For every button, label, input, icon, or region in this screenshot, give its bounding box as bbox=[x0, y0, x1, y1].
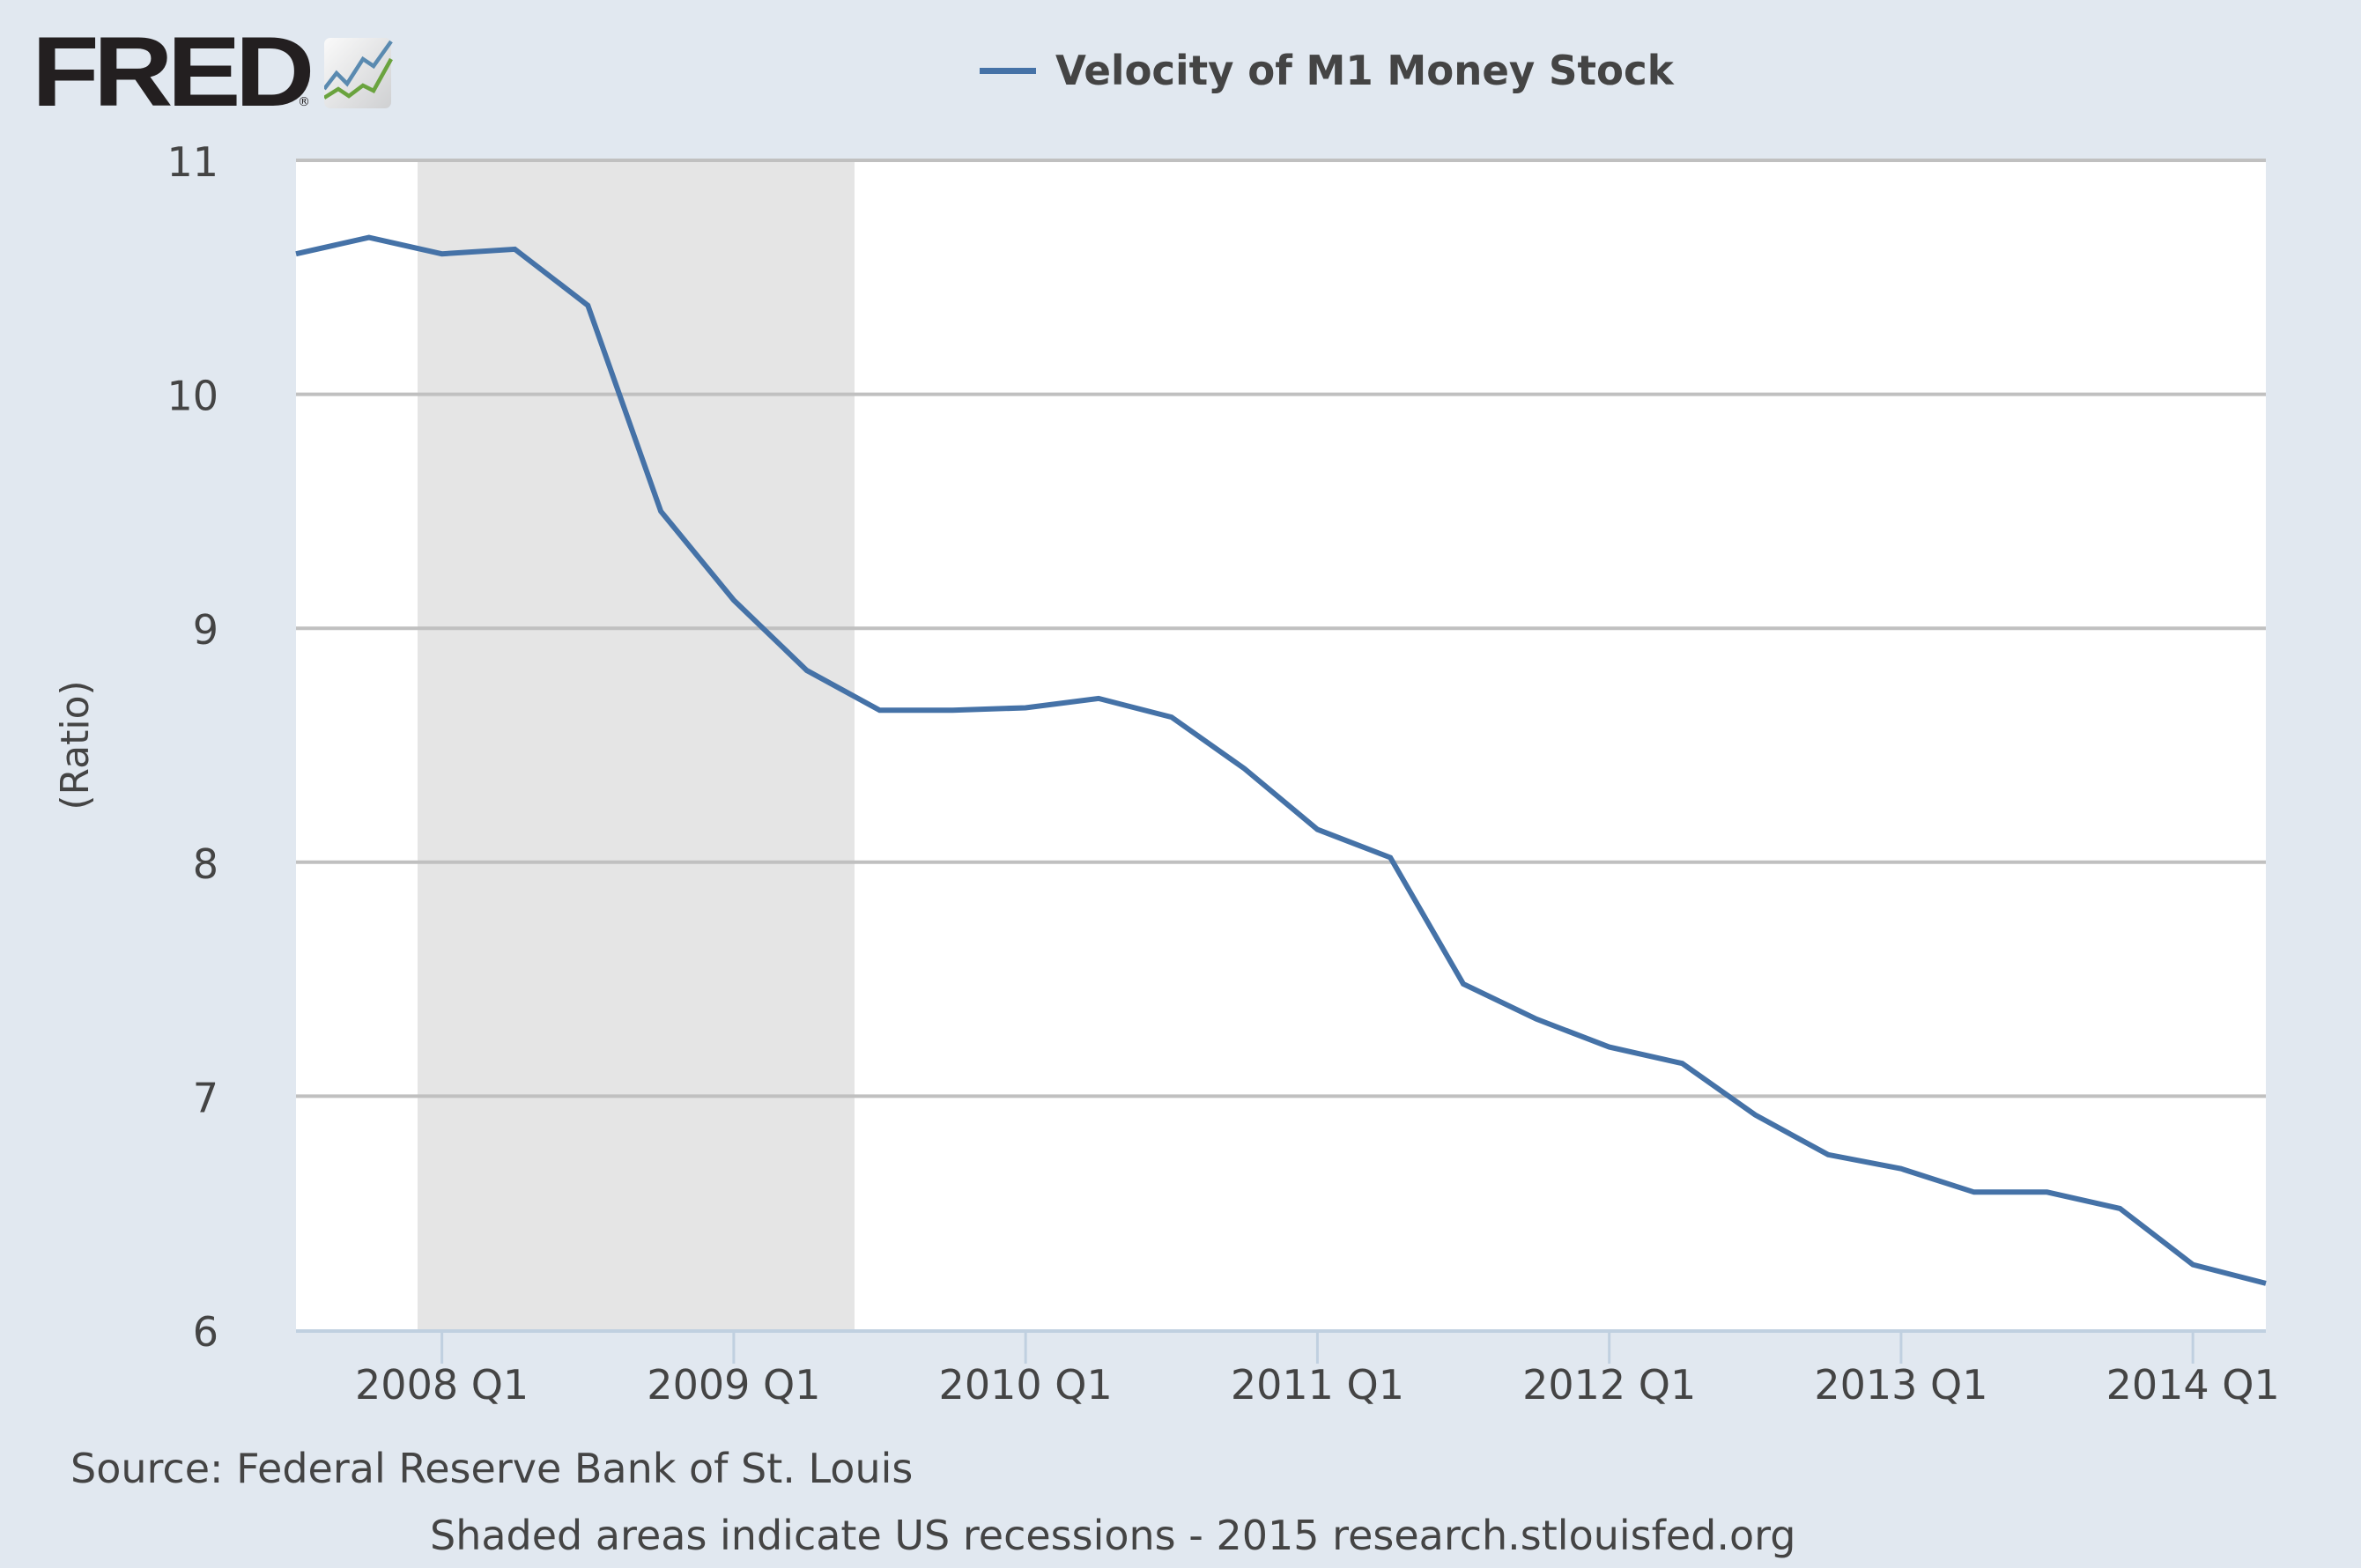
recession-shade bbox=[418, 160, 855, 1330]
y-axis-ticks: 6 7 8 9 10 11 bbox=[167, 138, 218, 1356]
chart-line-icon bbox=[324, 38, 393, 108]
x-tick-label: 2011 Q1 bbox=[1231, 1361, 1404, 1409]
x-tick-label: 2009 Q1 bbox=[647, 1361, 820, 1409]
legend-label: Velocity of M1 Money Stock bbox=[1055, 47, 1674, 94]
y-tick-label: 7 bbox=[193, 1074, 218, 1121]
source-text: Source: Federal Reserve Bank of St. Loui… bbox=[70, 1445, 914, 1492]
y-axis-label: (Ratio) bbox=[53, 680, 98, 810]
y-tick-label: 11 bbox=[167, 138, 218, 186]
y-tick-label: 10 bbox=[167, 373, 218, 420]
x-tick-label: 2014 Q1 bbox=[2106, 1361, 2280, 1409]
registered-mark: ® bbox=[298, 95, 310, 109]
x-axis-ticks: 2008 Q1 2009 Q1 2010 Q1 2011 Q1 2012 Q1 2013 … bbox=[355, 1331, 2280, 1409]
y-tick-label: 6 bbox=[193, 1308, 218, 1356]
x-tick-label: 2013 Q1 bbox=[1814, 1361, 1987, 1409]
recession-note: Shaded areas indicate US recessions - 20… bbox=[430, 1512, 1796, 1559]
legend-swatch bbox=[980, 67, 1036, 74]
fred-logo-text: FRED bbox=[32, 17, 315, 127]
y-tick-label: 9 bbox=[193, 606, 218, 654]
x-tick-label: 2010 Q1 bbox=[939, 1361, 1113, 1409]
x-tick-label: 2012 Q1 bbox=[1522, 1361, 1696, 1409]
y-tick-label: 8 bbox=[193, 840, 218, 888]
legend: Velocity of M1 Money Stock bbox=[980, 44, 1686, 97]
series-line bbox=[295, 234, 2267, 1286]
x-tick-label: 2008 Q1 bbox=[355, 1361, 529, 1409]
gridlines bbox=[296, 159, 2266, 1098]
